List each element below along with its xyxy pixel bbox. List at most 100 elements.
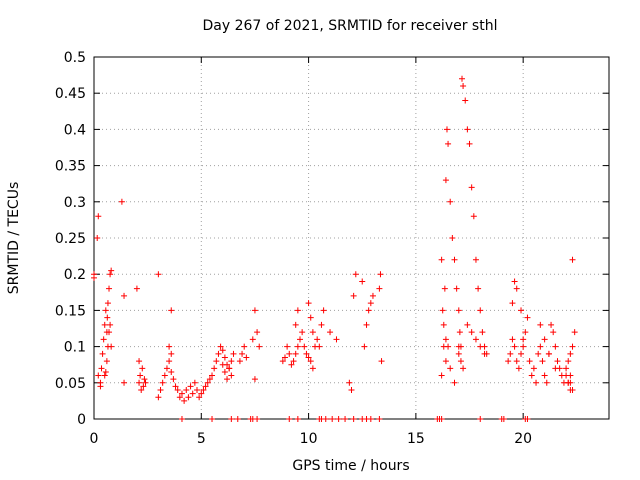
data-point — [466, 140, 473, 147]
data-point — [533, 379, 540, 386]
data-point — [333, 336, 340, 343]
data-point — [155, 394, 162, 401]
data-point — [221, 354, 228, 361]
data-point — [168, 307, 175, 314]
data-point — [442, 336, 449, 343]
data-point — [279, 358, 286, 365]
data-point — [286, 416, 293, 422]
data-point — [219, 347, 226, 354]
data-point — [286, 350, 293, 357]
data-point — [352, 271, 359, 278]
data-point — [221, 368, 228, 375]
data-point — [187, 383, 194, 390]
data-point — [520, 336, 527, 343]
x-tick-label: 5 — [197, 431, 206, 447]
data-point — [301, 343, 308, 350]
y-tick-label: 0.5 — [64, 50, 86, 66]
data-point — [550, 329, 557, 336]
data-point — [91, 274, 97, 281]
data-point — [439, 307, 446, 314]
data-point — [159, 379, 166, 386]
data-point — [464, 321, 471, 328]
data-point — [548, 321, 555, 328]
data-point — [513, 358, 520, 365]
data-point — [479, 329, 486, 336]
data-point — [206, 376, 213, 383]
data-point — [541, 336, 548, 343]
data-point — [299, 329, 306, 336]
data-point — [460, 365, 467, 372]
data-point — [104, 314, 111, 321]
data-point — [251, 307, 258, 314]
data-point — [456, 329, 463, 336]
data-point — [518, 307, 525, 314]
data-point — [136, 358, 143, 365]
data-point — [438, 416, 445, 422]
data-point — [472, 336, 479, 343]
data-point — [477, 416, 484, 422]
data-point — [94, 235, 101, 241]
data-point — [518, 350, 525, 357]
data-point — [228, 372, 235, 379]
data-point — [138, 387, 145, 394]
data-point — [140, 383, 147, 390]
data-point — [251, 376, 258, 383]
data-point — [95, 372, 102, 379]
data-point — [470, 213, 477, 220]
data-point — [567, 379, 574, 386]
data-point — [106, 329, 113, 336]
data-point — [543, 379, 550, 386]
data-point — [507, 350, 514, 357]
data-point — [294, 343, 301, 350]
data-point — [234, 416, 241, 422]
data-point — [449, 235, 456, 241]
data-point — [254, 329, 261, 336]
data-point — [290, 358, 297, 365]
data-point — [136, 379, 143, 386]
data-point — [335, 416, 342, 422]
data-point — [464, 126, 471, 133]
data-point — [350, 416, 357, 422]
data-point — [327, 329, 334, 336]
data-point — [541, 372, 548, 379]
data-point — [170, 376, 177, 383]
data-point — [99, 350, 106, 357]
data-point — [174, 387, 181, 394]
data-point — [161, 372, 168, 379]
data-point — [457, 358, 464, 365]
data-point — [305, 300, 312, 307]
data-point — [141, 376, 148, 383]
data-point — [346, 379, 353, 386]
y-axis-label: SRMTID / TECUs — [6, 182, 22, 295]
data-point — [309, 365, 316, 372]
data-point — [441, 285, 448, 292]
data-point — [236, 358, 243, 365]
data-point — [204, 379, 211, 386]
data-point — [200, 387, 207, 394]
axis-ticks: 0 0.05 0.1 0.15 0.2 0.25 0.3 0.35 0.4 0.45 0.5 0 5 10… — [55, 50, 609, 447]
data-point — [102, 368, 109, 375]
data-point — [378, 358, 385, 365]
data-point — [168, 350, 175, 357]
data-point — [376, 285, 383, 292]
data-point — [462, 97, 469, 104]
data-point — [320, 307, 327, 314]
data-point — [217, 343, 224, 350]
data-point — [565, 358, 572, 365]
data-point — [191, 379, 198, 386]
data-point — [369, 292, 376, 299]
data-point — [256, 343, 263, 350]
data-point — [468, 184, 475, 191]
data-point — [243, 354, 250, 361]
data-point — [202, 383, 209, 390]
data-point — [107, 271, 114, 278]
data-point — [475, 285, 482, 292]
data-point — [198, 390, 205, 397]
data-point — [443, 126, 450, 133]
data-point — [365, 307, 372, 314]
data-point — [314, 336, 321, 343]
data-point — [100, 336, 107, 343]
data-point — [567, 372, 574, 379]
data-point — [445, 343, 452, 350]
